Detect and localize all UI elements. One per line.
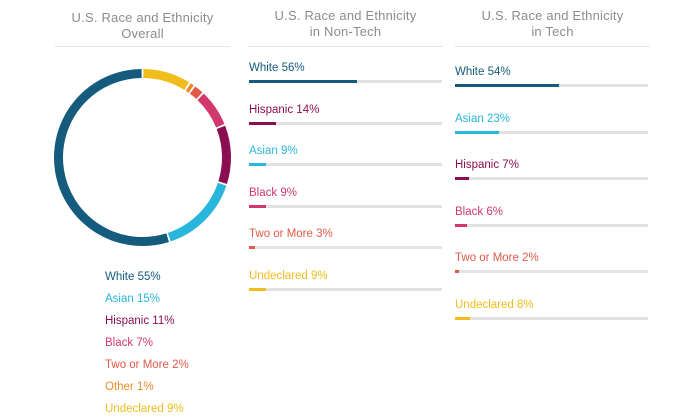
overall-title-line-2: Overall (121, 26, 164, 41)
donut-slice-black (197, 93, 225, 128)
donut-slice-hispanic (216, 125, 231, 184)
donut-slice-two-or-more (189, 86, 203, 100)
tech-title-divider (455, 46, 650, 47)
nontech-bar-asian (249, 163, 267, 166)
tech-bar-track-asian (455, 130, 648, 134)
tech-bar-black (455, 223, 467, 227)
nontech-bar-label-white: White 56% (249, 62, 305, 74)
tech-bar-track-undeclared (455, 316, 648, 320)
nontech-bar-item-two-or-more: Two or More 3% (249, 227, 442, 249)
legend-item-black: Black 7% (105, 337, 153, 349)
tech-bar-track-two-or-more (455, 270, 648, 273)
tech-bar-label-asian: Asian 23% (455, 112, 510, 125)
tech-bar-asian (455, 130, 500, 134)
nontech-bar-track-white (249, 80, 442, 83)
nontech-bar-undeclared (249, 287, 267, 291)
tech-bar-white (455, 84, 560, 87)
tech-bar-label-undeclared: Undeclared 8% (455, 298, 534, 311)
tech-title: U.S. Race and Ethnicity in Tech (455, 8, 650, 40)
nontech-title: U.S. Race and Ethnicity in Non-Tech (248, 8, 443, 40)
donut-slice-other (185, 83, 194, 93)
legend-item-hispanic: Hispanic 11% (105, 315, 175, 327)
nontech-bar-item-undeclared: Undeclared 9% (249, 269, 442, 291)
donut-slice-white (54, 69, 169, 246)
nontech-bar-track-asian (249, 163, 442, 166)
nontech-bar-black (249, 204, 267, 208)
tech-bar-label-two-or-more: Two or More 2% (455, 252, 539, 264)
tech-bar-item-two-or-more: Two or More 2% (455, 251, 648, 273)
tech-bar-two-or-more (455, 270, 459, 273)
tech-title-line-1: U.S. Race and Ethnicity (481, 8, 624, 23)
nontech-bar-track-hispanic (249, 121, 442, 125)
tech-bar-label-hispanic: Hispanic 7% (455, 159, 519, 171)
nontech-bar-item-hispanic: Hispanic 14% (249, 103, 442, 125)
nontech-bar-track-black (249, 204, 442, 208)
legend-item-white: White 55% (105, 271, 161, 283)
legend-item-undeclared: Undeclared 9% (105, 403, 184, 415)
overall-title: U.S. Race and Ethnicity Overall (55, 10, 230, 42)
tech-title-line-2: in Tech (531, 24, 574, 39)
tech-bar-track-black (455, 223, 648, 227)
donut-slice-undeclared (143, 69, 190, 91)
nontech-bar-item-white: White 56% (249, 61, 442, 83)
legend-item-other: Other 1% (105, 381, 154, 393)
tech-bar-item-undeclared: Undeclared 8% (455, 298, 648, 320)
nontech-bar-track-undeclared (249, 287, 442, 291)
nontech-title-line-2: in Non-Tech (309, 24, 382, 39)
tech-bar-track-white (455, 84, 648, 87)
legend-item-two-or-more: Two or More 2% (105, 359, 189, 371)
nontech-bar-item-asian: Asian 9% (249, 144, 442, 166)
legend-item-asian: Asian 15% (105, 293, 160, 305)
nontech-bar-track-two-or-more (249, 246, 442, 249)
tech-bar-track-hispanic (455, 177, 648, 180)
tech-bar-hispanic (455, 177, 469, 180)
nontech-bar-hispanic (249, 121, 277, 125)
nontech-bar-label-black: Black 9% (249, 186, 297, 199)
overall-donut-chart (54, 69, 231, 246)
tech-bar-item-black: Black 6% (455, 205, 648, 227)
tech-bar-label-white: White 54% (455, 66, 511, 78)
nontech-bar-item-black: Black 9% (249, 186, 442, 208)
tech-bar-label-black: Black 6% (455, 205, 503, 218)
nontech-bar-two-or-more (249, 246, 255, 249)
tech-bar-item-asian: Asian 23% (455, 112, 648, 134)
donut-slice-asian (167, 182, 227, 242)
overall-title-line-1: U.S. Race and Ethnicity (71, 10, 214, 25)
nontech-title-line-1: U.S. Race and Ethnicity (274, 8, 417, 23)
tech-bar-item-white: White 54% (455, 65, 648, 87)
nontech-bar-label-two-or-more: Two or More 3% (249, 228, 333, 240)
tech-bar-item-hispanic: Hispanic 7% (455, 158, 648, 180)
nontech-bar-label-asian: Asian 9% (249, 145, 298, 157)
nontech-bar-label-undeclared: Undeclared 9% (249, 269, 328, 282)
tech-bar-undeclared (455, 316, 471, 320)
nontech-bar-white (249, 80, 358, 83)
nontech-title-divider (248, 46, 443, 47)
nontech-bar-label-hispanic: Hispanic 14% (249, 103, 320, 116)
overall-title-divider (55, 46, 230, 47)
